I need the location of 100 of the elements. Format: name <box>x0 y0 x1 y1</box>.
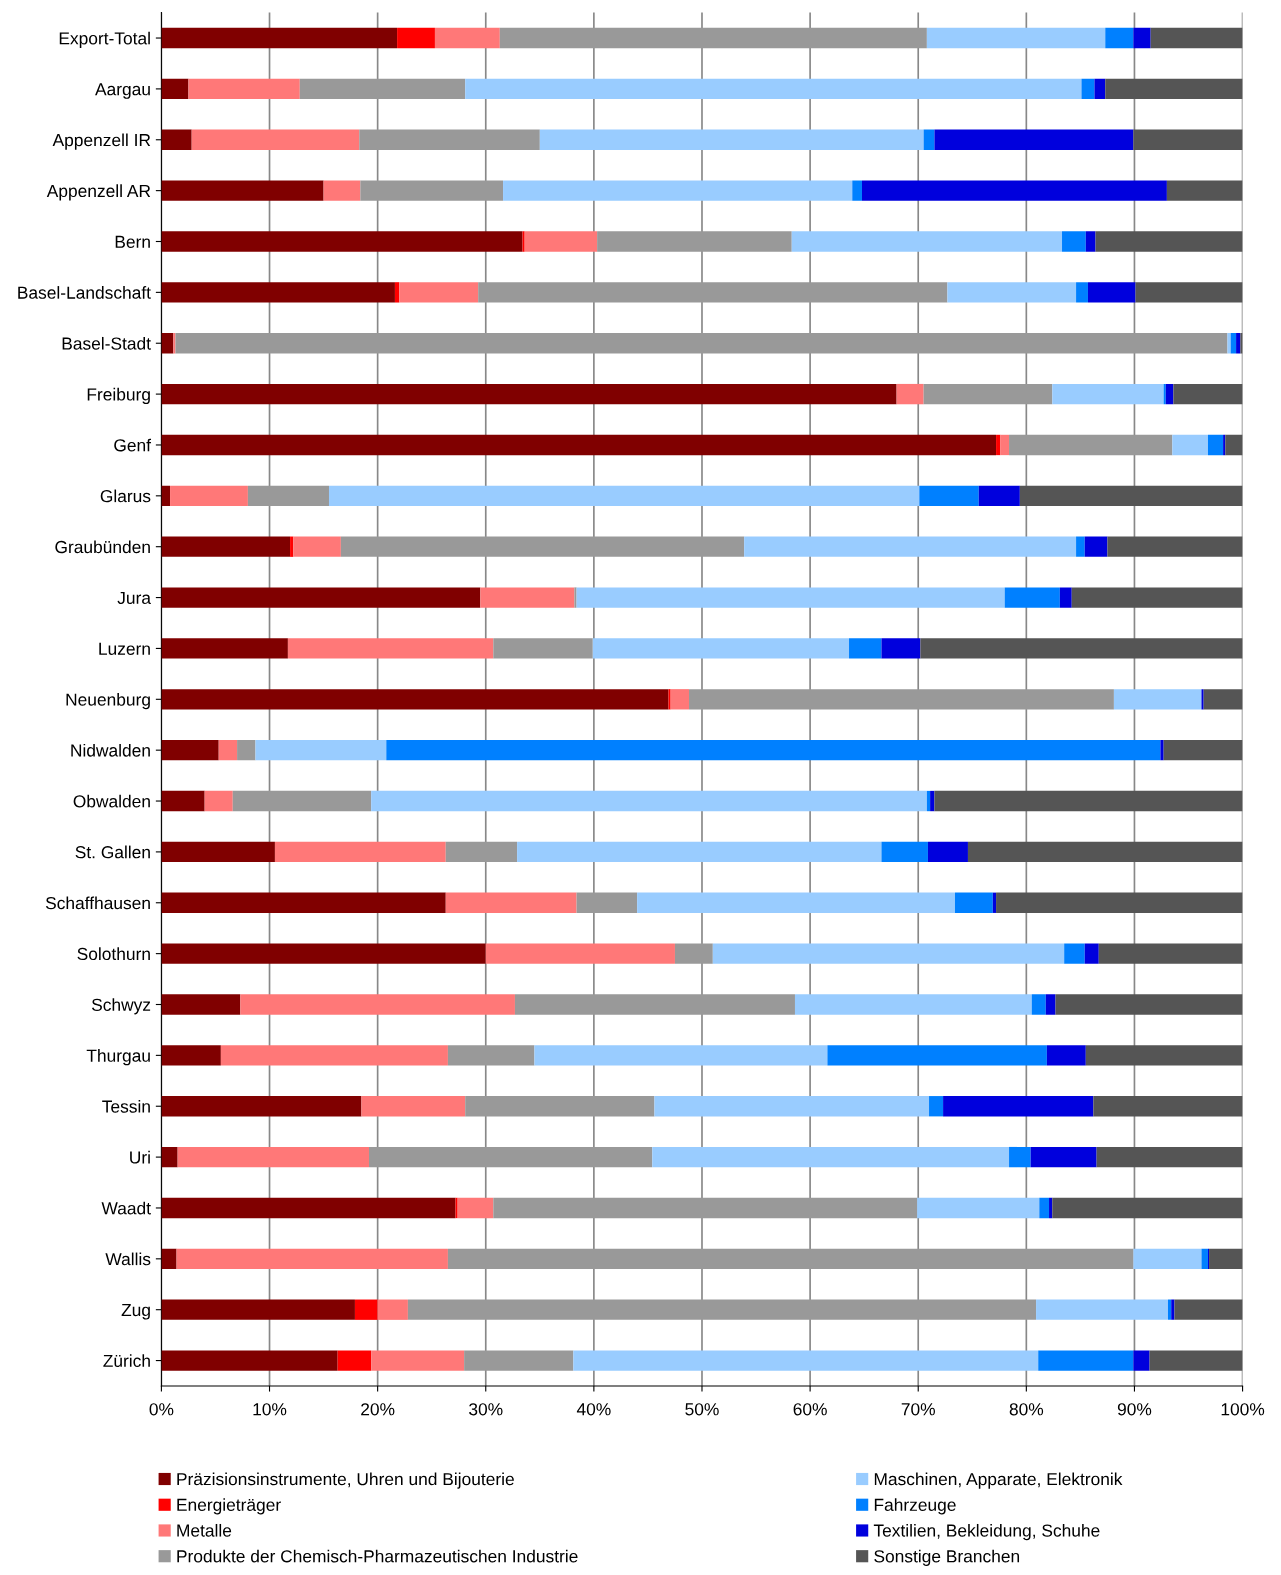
bar <box>1167 1299 1172 1320</box>
bar <box>1172 434 1208 456</box>
bar <box>637 892 955 913</box>
bar <box>1045 994 1056 1015</box>
bar <box>247 485 329 507</box>
bar <box>161 485 171 507</box>
bar <box>220 1045 448 1066</box>
bar <box>592 638 850 659</box>
bar <box>354 1299 378 1320</box>
bar <box>923 129 935 150</box>
bar <box>1038 1350 1134 1371</box>
bar <box>1107 536 1243 557</box>
bar <box>1046 1045 1086 1066</box>
bar <box>689 689 1114 710</box>
x-tick-label: 0% <box>149 1403 174 1416</box>
bar <box>161 943 486 964</box>
bar <box>1203 689 1243 710</box>
y-tick-label: Graubünden <box>55 540 150 554</box>
y-tick-label: Waadt <box>101 1201 151 1215</box>
bar <box>1081 78 1095 100</box>
y-tick-label: Luzern <box>99 642 150 655</box>
bar <box>218 739 238 761</box>
y-tick-label: Bern <box>115 235 150 248</box>
bar <box>299 78 466 100</box>
bar <box>1085 231 1096 252</box>
bar <box>237 739 256 761</box>
x-tick-label: 40% <box>576 1403 611 1416</box>
bar <box>399 282 479 303</box>
x-tick-label: 20% <box>361 1403 395 1416</box>
x-tick-label: 10% <box>253 1403 287 1416</box>
y-tick-label: Wallis <box>105 1252 151 1266</box>
bar <box>445 892 577 913</box>
bar <box>954 892 993 913</box>
bar <box>1087 282 1136 303</box>
legend-label: Sonstige Branchen <box>874 1549 1020 1566</box>
y-tick-label: Tessin <box>102 1099 150 1113</box>
bar <box>947 282 1077 303</box>
y-tick-label: Genf <box>114 438 152 452</box>
bar <box>161 1146 178 1168</box>
bar <box>161 333 174 354</box>
bar <box>1133 1350 1150 1371</box>
bar <box>161 790 205 812</box>
bar <box>290 536 294 557</box>
bar <box>1223 434 1226 456</box>
bar <box>943 1096 1094 1117</box>
bar <box>1076 536 1085 557</box>
bar <box>161 78 189 100</box>
bar <box>161 1197 456 1219</box>
bar <box>668 689 671 710</box>
bar <box>293 536 341 557</box>
bar <box>161 282 395 303</box>
bar <box>1049 1197 1053 1219</box>
bar <box>397 27 435 49</box>
y-tick-label: Schaffhausen <box>45 896 150 910</box>
bar <box>232 790 372 812</box>
bar <box>1030 1146 1097 1168</box>
bar <box>161 1248 177 1270</box>
bar <box>161 434 997 456</box>
bar <box>524 231 598 252</box>
bar <box>1064 943 1085 964</box>
bar <box>1163 383 1166 405</box>
bar <box>522 231 525 252</box>
bar <box>996 892 1243 913</box>
bar <box>340 536 745 557</box>
bar <box>1207 434 1224 456</box>
bar <box>852 180 862 201</box>
bar <box>465 78 1082 100</box>
bar <box>881 841 928 863</box>
y-tick-label: Jura <box>117 591 151 605</box>
bar <box>161 536 291 557</box>
bar <box>177 1146 369 1168</box>
bar <box>1135 282 1243 303</box>
bar <box>1165 383 1174 405</box>
bar <box>881 638 921 659</box>
bar <box>161 129 192 150</box>
bar <box>1055 994 1243 1015</box>
bar <box>992 892 997 913</box>
bar <box>170 485 248 507</box>
bar <box>255 739 387 761</box>
bar <box>1160 739 1164 761</box>
bar <box>534 1045 828 1066</box>
bar <box>597 231 792 252</box>
bar <box>517 841 882 863</box>
bar <box>670 689 690 710</box>
bar <box>744 536 1077 557</box>
y-tick-label: Basel-Stadt <box>62 336 151 350</box>
bar <box>1209 1248 1243 1270</box>
x-tick-label: 50% <box>685 1403 719 1416</box>
bar <box>161 27 398 49</box>
bar <box>1071 587 1243 608</box>
bar <box>371 1350 465 1371</box>
bar <box>1052 1197 1243 1219</box>
y-tick-label: Glarus <box>100 489 151 503</box>
y-tick-label: Schwyz <box>91 998 151 1015</box>
bar <box>499 27 927 49</box>
legend-label: Metalle <box>177 1523 232 1537</box>
bar <box>1009 1146 1031 1168</box>
y-tick-label: Obwalden <box>73 794 150 808</box>
y-tick-label: Appenzell IR <box>52 133 151 150</box>
bar <box>978 485 1020 507</box>
